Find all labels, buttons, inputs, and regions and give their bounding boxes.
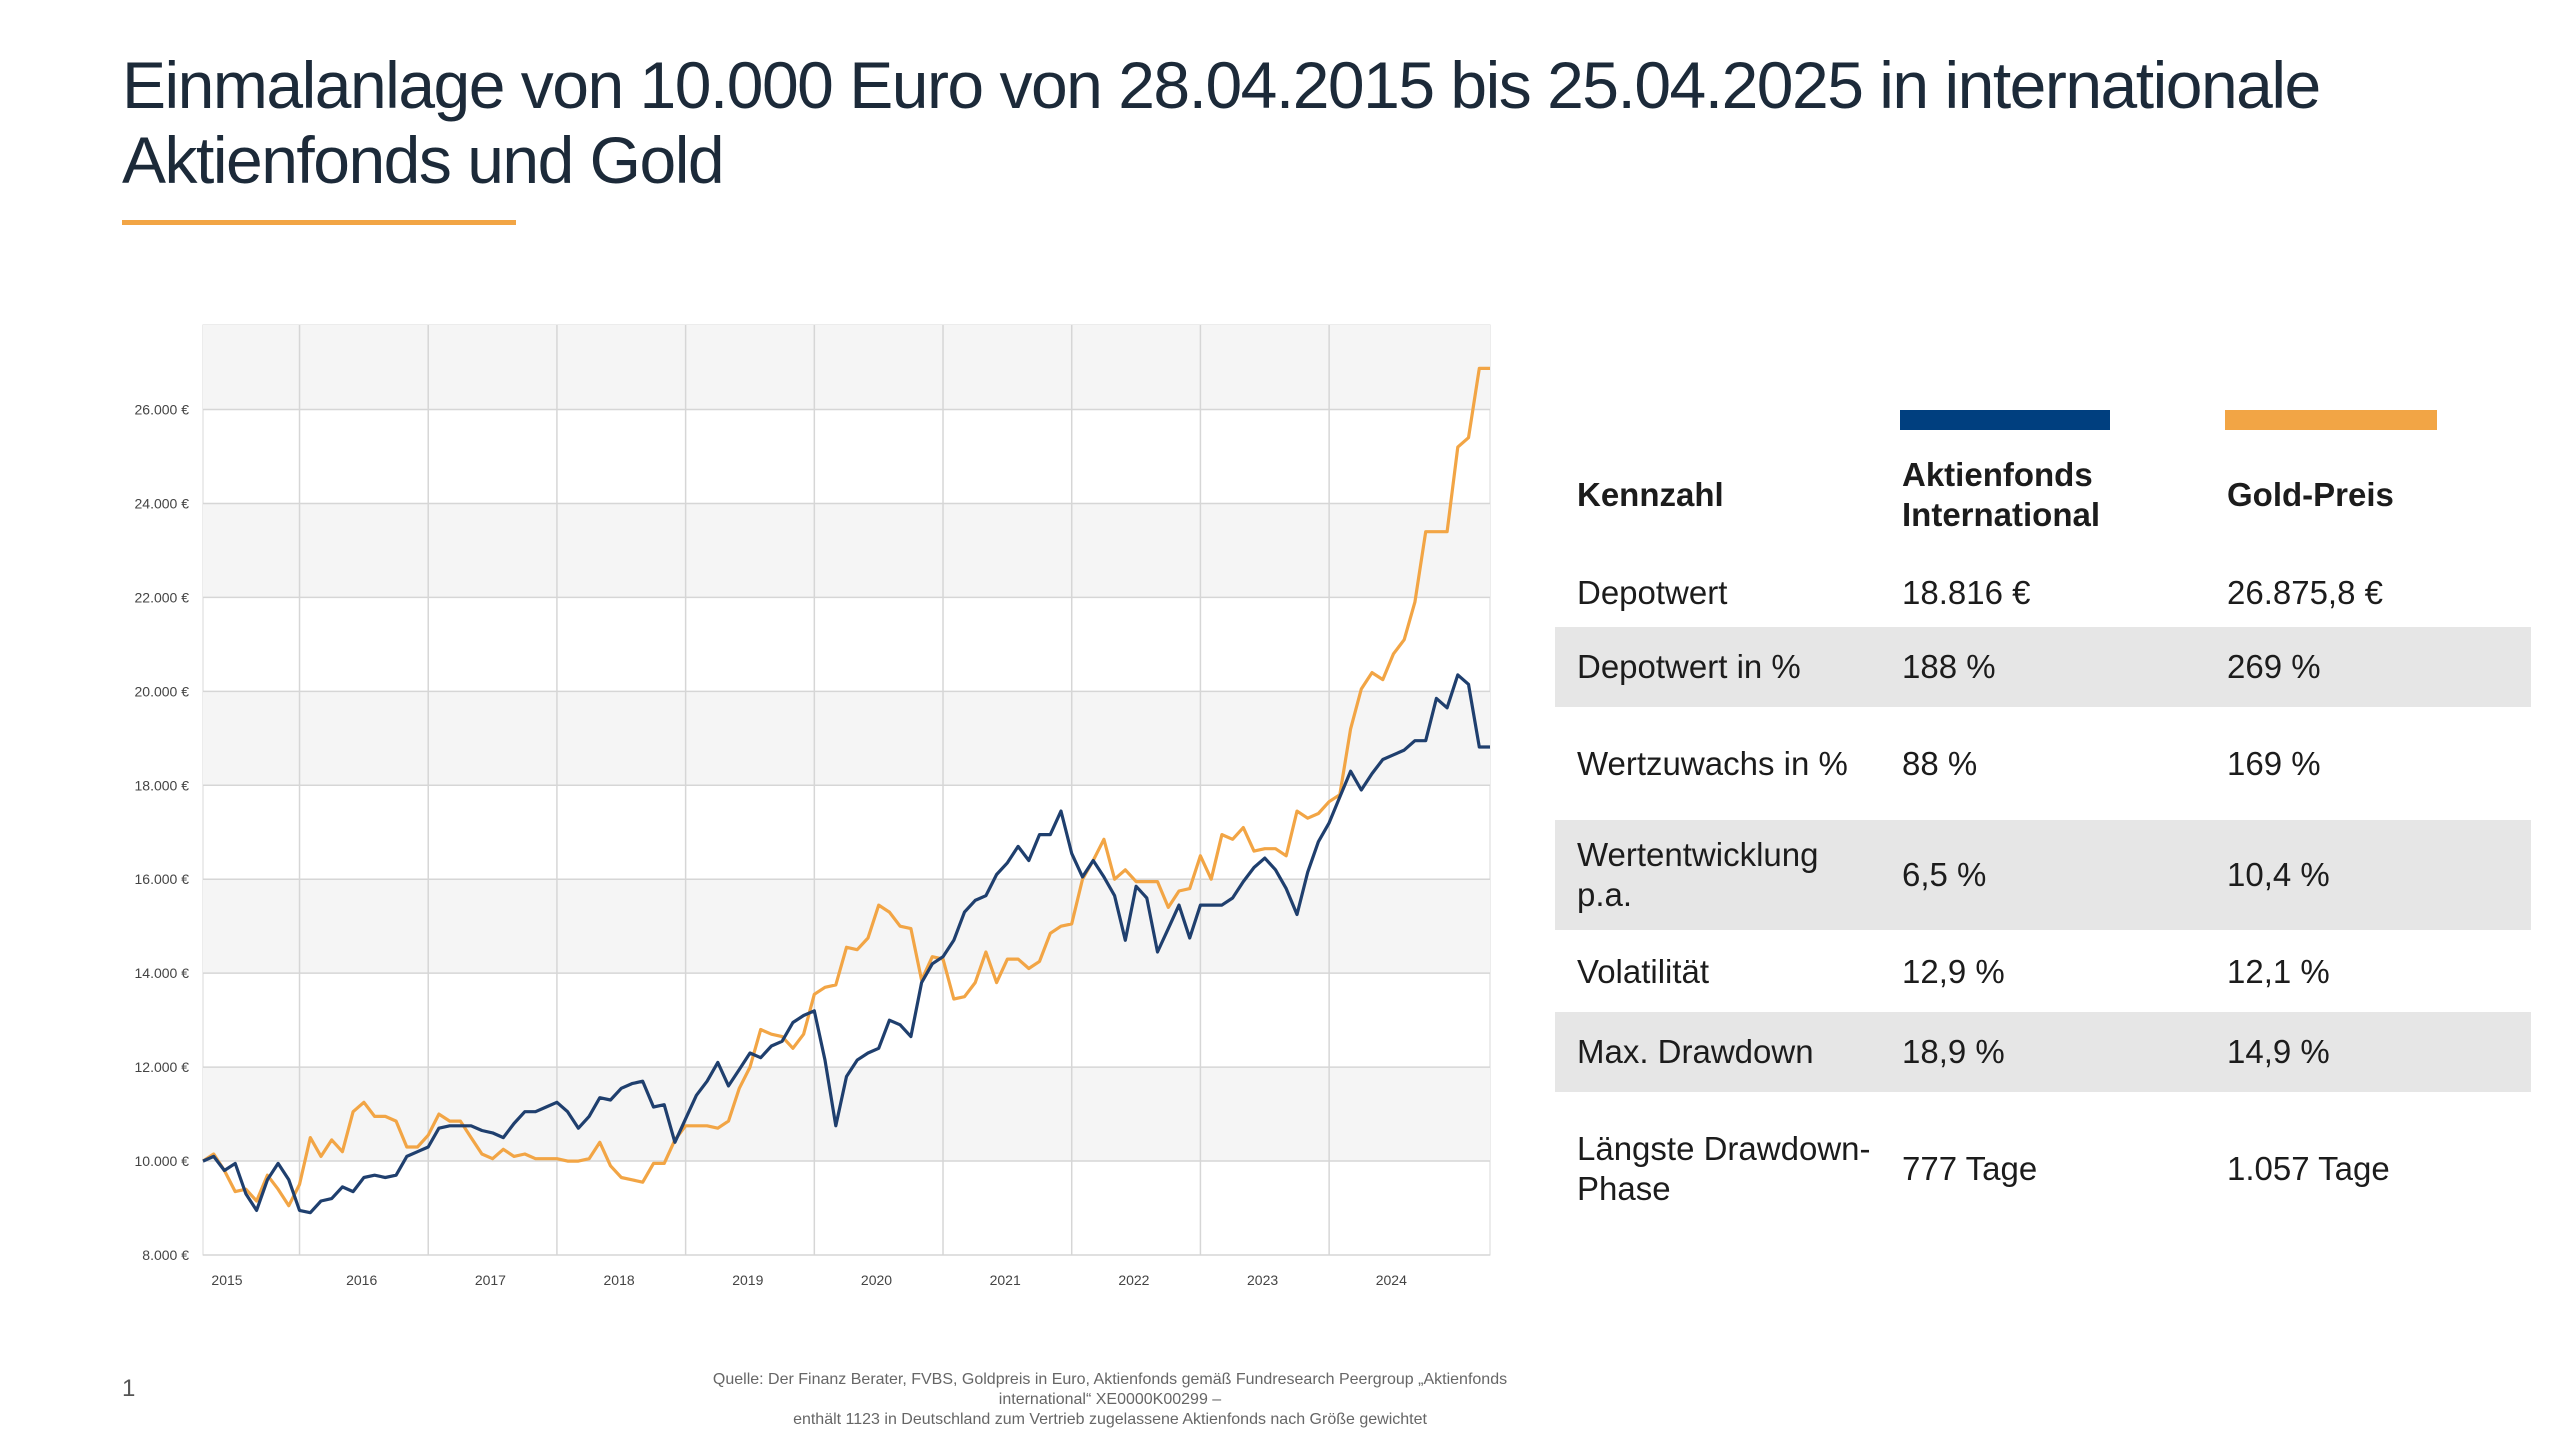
x-tick-label: 2019 xyxy=(732,1272,763,1288)
y-tick-label: 14.000 € xyxy=(135,965,190,981)
row-fund-value: 18,9 % xyxy=(1902,1033,2005,1070)
grid-band xyxy=(203,691,1490,786)
row-metric: Wertzuwachs in % xyxy=(1577,745,1848,782)
row-metric: Längste Drawdown-Phase xyxy=(1577,1130,1871,1207)
x-tick-label: 2016 xyxy=(346,1272,377,1288)
table-row xyxy=(1555,820,2531,930)
y-tick-label: 10.000 € xyxy=(135,1153,190,1169)
legend-gold-bar xyxy=(2225,410,2437,430)
table-row xyxy=(1555,1012,2531,1092)
table-row xyxy=(1555,627,2531,707)
row-metric: Max. Drawdown xyxy=(1577,1033,1814,1070)
row-fund-value: 777 Tage xyxy=(1902,1150,2038,1187)
y-tick-label: 16.000 € xyxy=(135,871,190,887)
row-gold-value: 169 % xyxy=(2227,745,2321,782)
title-underline xyxy=(122,220,516,225)
page-title: Einmalanlage von 10.000 Euro von 28.04.2… xyxy=(122,48,2321,197)
row-gold-value: 1.057 Tage xyxy=(2227,1150,2390,1187)
grid-band xyxy=(203,325,1490,410)
x-tick-label: 2023 xyxy=(1247,1272,1278,1288)
row-fund-value: 6,5 % xyxy=(1902,856,1987,893)
x-tick-label: 2017 xyxy=(475,1272,506,1288)
grid-band xyxy=(203,503,1490,598)
legend-fund-bar xyxy=(1900,410,2110,430)
row-metric: Wertentwicklung p.a. xyxy=(1577,836,1819,913)
row-fund-value: 188 % xyxy=(1902,648,1996,685)
y-tick-label: 26.000 € xyxy=(135,402,190,418)
y-tick-label: 8.000 € xyxy=(142,1247,189,1263)
y-tick-label: 22.000 € xyxy=(135,589,190,605)
y-tick-label: 20.000 € xyxy=(135,683,190,699)
x-tick-label: 2018 xyxy=(604,1272,635,1288)
y-tick-label: 12.000 € xyxy=(135,1059,190,1075)
source-line-2: enthält 1123 in Deutschland zum Vertrieb… xyxy=(793,1411,1427,1428)
x-tick-label: 2024 xyxy=(1376,1272,1407,1288)
row-fund-value: 18.816 € xyxy=(1902,573,2031,611)
row-gold-value: 14,9 % xyxy=(2227,1033,2330,1070)
grid-band xyxy=(203,879,1490,974)
header-metric: Kennzahl xyxy=(1577,476,1724,513)
row-gold-value: 26.875,8 € xyxy=(2227,573,2383,611)
header-fund: Aktienfonds International xyxy=(1902,456,2101,533)
x-tick-label: 2021 xyxy=(990,1272,1021,1288)
x-tick-label: 2022 xyxy=(1118,1272,1149,1288)
row-metric: Depotwert xyxy=(1577,573,1728,611)
row-metric: Volatilität xyxy=(1577,953,1710,990)
row-gold-value: 12,1 % xyxy=(2227,953,2330,990)
page-number: 1 xyxy=(122,1375,136,1402)
source-line-1: Quelle: Der Finanz Berater, FVBS, Goldpr… xyxy=(712,1371,1508,1408)
source-note: Quelle: Der Finanz Berater, FVBS, Goldpr… xyxy=(700,1370,1520,1430)
row-gold-value: 10,4 % xyxy=(2227,856,2330,893)
y-tick-label: 18.000 € xyxy=(135,777,190,793)
series-fund-line xyxy=(202,673,1490,1215)
line-chart: 8.000 € 10.000 € 12.000 € 14.000 € 16.000 € 1… xyxy=(135,324,1491,1288)
y-tick-label: 24.000 € xyxy=(135,495,190,511)
x-tick-label: 2015 xyxy=(211,1272,242,1288)
row-metric: Depotwert in % xyxy=(1577,648,1801,685)
row-fund-value: 88 % xyxy=(1902,745,1978,782)
row-gold-value: 269 % xyxy=(2227,648,2321,685)
header-gold: Gold-Preis xyxy=(2227,476,2394,513)
x-tick-label: 2020 xyxy=(861,1272,892,1288)
row-fund-value: 12,9 % xyxy=(1902,953,2005,990)
series-gold-line xyxy=(202,366,1490,1208)
